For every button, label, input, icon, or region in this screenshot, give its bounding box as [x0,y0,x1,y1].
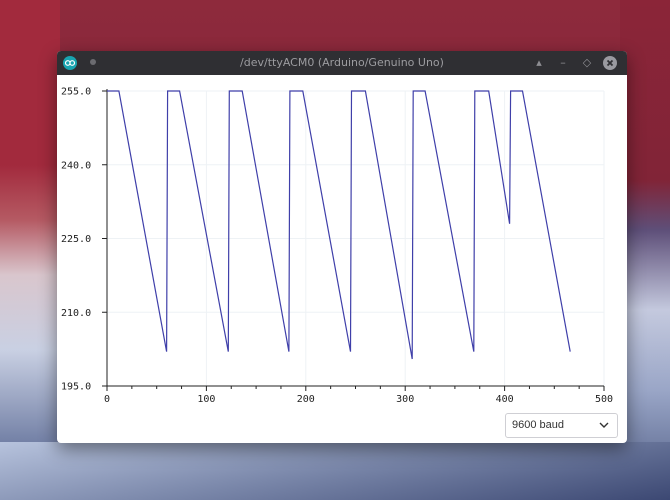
baud-rate-select[interactable]: 9600 baud [505,413,618,438]
baud-rate-value: 9600 baud [512,419,564,431]
pin-icon[interactable] [90,59,96,65]
x-tick-label: 200 [297,394,315,405]
y-tick-label: 225.0 [61,234,91,245]
close-button[interactable] [603,56,617,70]
y-axis-labels: 255.0 240.0 225.0 210.0 195.0 [61,87,91,393]
minimize-button[interactable]: – [560,56,566,69]
chevron-down-icon [599,422,609,428]
x-tick-label: 300 [396,394,414,405]
y-tick-label: 240.0 [61,160,91,171]
plot-axes [102,89,605,391]
desktop-background-right [620,0,670,500]
arduino-app-icon [63,56,77,70]
y-tick-label: 255.0 [61,87,91,98]
close-icon [606,59,614,67]
x-tick-label: 0 [104,394,110,405]
y-tick-label: 210.0 [61,308,91,319]
window-titlebar[interactable]: /dev/ttyACM0 (Arduino/Genuino Uno) ▴ – ◇ [57,51,627,75]
serial-plot-chart: 255.0 240.0 225.0 210.0 195.0 0 100 200 300 400 5… [61,87,613,406]
series-line [107,90,571,360]
window-title: /dev/ttyACM0 (Arduino/Genuino Uno) [240,56,444,69]
desktop-background-left [0,0,60,500]
maximize-button[interactable]: ◇ [582,56,592,69]
serial-plotter-window: /dev/ttyACM0 (Arduino/Genuino Uno) ▴ – ◇… [57,51,627,443]
x-tick-label: 500 [595,394,613,405]
y-tick-label: 195.0 [61,382,91,393]
x-tick-label: 100 [197,394,215,405]
plot-grid [106,90,605,387]
x-tick-label: 400 [496,394,514,405]
x-axis-labels: 0 100 200 300 400 500 [104,394,613,405]
desktop-background-bottom [0,442,670,500]
keep-above-icon[interactable]: ▴ [536,56,542,69]
